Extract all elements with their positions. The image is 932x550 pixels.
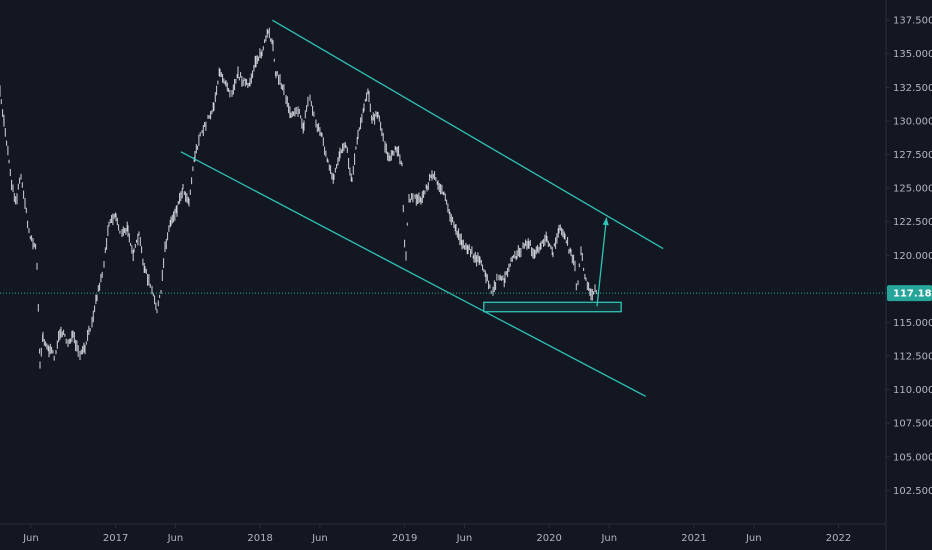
- lower-channel-line[interactable]: [180, 151, 646, 397]
- time-axis-label: 2018: [247, 533, 272, 544]
- price-axis-label: 110.000: [893, 385, 932, 396]
- price-axis[interactable]: 137.500 135.000 132.500 130.000 127.500 125.0…: [886, 16, 932, 497]
- price-axis-label: 102.500: [893, 486, 932, 497]
- price-axis-label: 135.000: [893, 49, 932, 60]
- price-axis-label: 130.000: [893, 116, 932, 127]
- time-axis-label: Jun: [745, 533, 762, 544]
- time-axis-label: Jun: [600, 533, 617, 544]
- projection-arrow[interactable]: [596, 217, 608, 307]
- price-axis-label: 120.000: [893, 251, 932, 262]
- price-axis-label: 107.500: [893, 419, 932, 430]
- time-axis-label: 2019: [392, 533, 417, 544]
- projection-arrow-head: [602, 217, 609, 226]
- price-axis-label: 112.500: [893, 352, 932, 363]
- time-axis[interactable]: Jun 2017 Jun 2018 Jun 2019 Jun 2020 Jun 2021 Jun 20…: [22, 524, 851, 544]
- price-axis-label: 132.500: [893, 83, 932, 94]
- support-zone-box[interactable]: [483, 301, 622, 313]
- last-price-label: 117.186: [893, 289, 932, 300]
- price-bars: [0, 27, 597, 369]
- time-axis-label: Jun: [311, 533, 328, 544]
- time-axis-label: 2017: [103, 533, 128, 544]
- last-price-tag-background: [887, 285, 932, 302]
- plot-area[interactable]: [0, 27, 597, 369]
- time-axis-label: 2020: [536, 533, 561, 544]
- time-axis-label: Jun: [22, 533, 39, 544]
- time-axis-label: 2022: [826, 533, 851, 544]
- price-axis-label: 122.500: [893, 217, 932, 228]
- price-axis-label: 115.000: [893, 318, 932, 329]
- time-axis-label: Jun: [456, 533, 473, 544]
- time-axis-label: 2021: [681, 533, 706, 544]
- price-axis-label: 127.500: [893, 150, 932, 161]
- price-axis-label: 137.500: [893, 16, 932, 27]
- upper-channel-line[interactable]: [272, 19, 664, 250]
- last-price-tag: 117.186: [887, 285, 932, 302]
- time-axis-label: Jun: [167, 533, 184, 544]
- price-axis-label: 105.000: [893, 452, 932, 463]
- trend-drawings[interactable]: [0, 19, 886, 397]
- price-axis-label: 125.000: [893, 184, 932, 195]
